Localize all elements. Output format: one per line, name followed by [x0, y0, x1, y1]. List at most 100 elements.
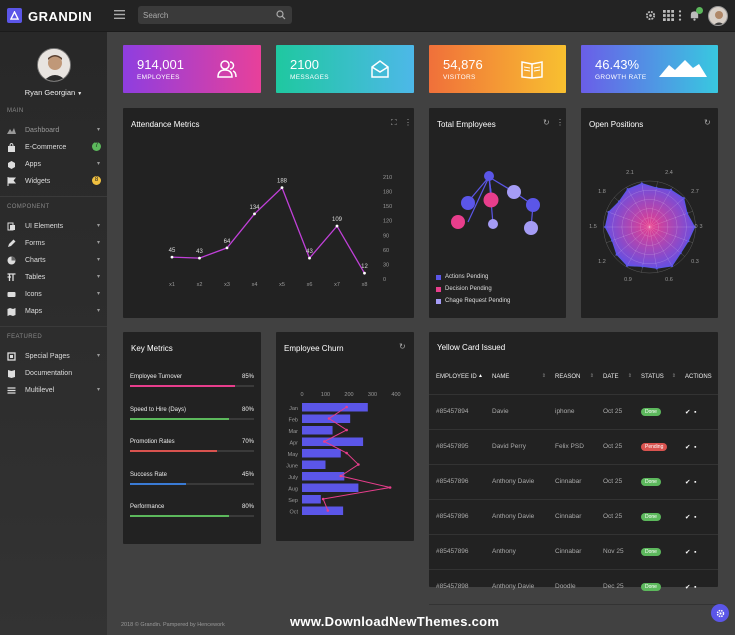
more-vertical-icon[interactable]: ⋮ [404, 118, 412, 127]
column-header-employee-id[interactable]: EMPLOYEE ID ▲ [429, 360, 485, 395]
search-input[interactable] [143, 6, 268, 24]
stat-card-visitors[interactable]: 54,876 VISITORS [429, 45, 566, 93]
settings-fab-button[interactable] [711, 604, 729, 622]
card-title: Key Metrics [131, 344, 173, 353]
trash-icon[interactable]: ▪ [694, 478, 697, 486]
user-avatar[interactable] [37, 48, 71, 82]
y-tick-label: 180 [383, 190, 392, 196]
book-icon [521, 61, 543, 79]
churn-line [322, 406, 391, 511]
radar-point [669, 188, 673, 192]
employee-churn-card: Employee Churn ↻ 0 100 200 300 400 Jan Feb Mar A… [276, 332, 414, 541]
network-node [451, 215, 465, 229]
refresh-icon[interactable]: ↻ [704, 118, 711, 127]
refresh-icon[interactable]: ↻ [399, 342, 406, 351]
radar-spoke [606, 226, 650, 243]
gear-icon[interactable] [645, 10, 656, 21]
metric-percent: 45% [241, 471, 254, 478]
sidebar-item-maps[interactable]: Maps ▾ [0, 303, 107, 319]
metric-percent: 80% [241, 504, 254, 510]
x-tick-label: 100 [321, 392, 330, 398]
y-tick-label: 210 [383, 175, 392, 181]
column-header-name[interactable]: NAME ⇕ [485, 360, 548, 395]
apps-grid-icon[interactable] [663, 10, 674, 21]
sidebar-item-tables[interactable]: Tables ▾ [0, 269, 107, 285]
churn-point [388, 486, 392, 489]
column-header-date[interactable]: DATE ⇕ [596, 360, 634, 395]
hamburger-menu-icon[interactable] [114, 10, 125, 19]
users-icon [217, 60, 237, 78]
dashboard-icon [6, 125, 16, 135]
table-row[interactable]: #85457894 Davie iphone Oct 25 Done ✔ ▪ [429, 394, 718, 430]
status-badge: Done [641, 477, 661, 486]
x-tick-label: 200 [344, 392, 353, 398]
y-tick-label: May [288, 452, 299, 458]
check-icon[interactable]: ✔ [685, 408, 691, 416]
column-header-status[interactable]: STATUS ⇕ [634, 360, 678, 395]
brand-name[interactable]: GRANDIN [28, 9, 93, 24]
trash-icon[interactable]: ▪ [694, 408, 697, 416]
card-title: Yellow Card Issued [437, 343, 506, 352]
expand-icon[interactable]: ⛶ [391, 118, 397, 127]
sidebar-item-multilevel[interactable]: Multilevel ▾ [0, 382, 107, 398]
data-label: 64 [224, 239, 231, 245]
sidebar-item-charts[interactable]: Charts ▾ [0, 252, 107, 268]
churn-bar [302, 495, 321, 504]
stat-card-employees[interactable]: 914,001 EMPLOYEES [123, 45, 261, 93]
table-row[interactable]: #85457898 Anthony Davie Doodle Dec 25 Done ✔ … [429, 569, 718, 605]
logo-icon[interactable] [7, 8, 22, 23]
more-vertical-icon[interactable]: ⋮ [556, 118, 564, 127]
card-title: Attendance Metrics [131, 120, 200, 129]
trash-icon[interactable]: ▪ [694, 443, 697, 451]
status-cell: Done [634, 534, 678, 570]
table-row[interactable]: #85457896 Anthony Cinnabar Nov 25 Done ✔ ▪ [429, 534, 718, 570]
sidebar-item-widgets[interactable]: Widgets 8 [0, 173, 107, 189]
sidebar-item-special-pages[interactable]: Special Pages ▾ [0, 348, 107, 364]
top-avatar[interactable] [708, 6, 728, 26]
sidebar-item-dashboard[interactable]: Dashboard ▾ [0, 122, 107, 138]
check-icon[interactable]: ✔ [685, 548, 691, 556]
table-icon [6, 272, 16, 282]
sort-icon[interactable]: ⇕ [589, 373, 594, 379]
yellow-card-table-card: Yellow Card Issued EMPLOYEE ID ▲ NAME ⇕ RE… [429, 332, 718, 605]
user-name-dropdown[interactable]: Ryan Georgian ▼ [0, 88, 107, 97]
refresh-icon[interactable]: ↻ [543, 118, 550, 127]
actions-cell: ✔ ▪ [678, 464, 718, 500]
sidebar-item-documentation[interactable]: Documentation [0, 365, 107, 381]
check-icon[interactable]: ✔ [685, 478, 691, 486]
sidebar-item-ui-elements[interactable]: UI Elements ▾ [0, 218, 107, 234]
trash-icon[interactable]: ▪ [694, 513, 697, 521]
user-name: Ryan Georgian [24, 88, 76, 97]
trash-icon[interactable]: ▪ [694, 548, 697, 556]
trash-icon[interactable]: ▪ [694, 583, 697, 591]
legend-change-request-pending: Chage Request Pending [436, 298, 510, 304]
search-icon[interactable] [276, 10, 286, 20]
column-header-reason[interactable]: REASON ⇕ [548, 360, 596, 395]
progress-track [130, 450, 254, 452]
data-label: 134 [249, 205, 260, 211]
table-row[interactable]: #85457896 Anthony Davie Cinnabar Oct 25 Done… [429, 499, 718, 535]
sidebar-item-ecommerce[interactable]: E-Commerce 7 [0, 139, 107, 155]
sidebar-item-icons[interactable]: Icons ▾ [0, 286, 107, 302]
radar-axis-label: 1.8 [598, 189, 606, 195]
table-row[interactable]: #85457895 David Perry Felix PSD Oct 25 Pendi… [429, 429, 718, 465]
sidebar-item-apps[interactable]: Apps ▾ [0, 156, 107, 172]
sort-asc-icon[interactable]: ▲ [478, 373, 483, 379]
more-vertical-icon[interactable] [678, 10, 682, 21]
sort-icon[interactable]: ⇕ [627, 373, 632, 379]
sort-icon[interactable]: ⇕ [671, 373, 676, 379]
table-row[interactable]: #85457896 Anthony Davie Cinnabar Oct 25 Done… [429, 464, 718, 500]
metric-percent: 70% [241, 439, 254, 445]
check-icon[interactable]: ✔ [685, 583, 691, 591]
gear-icon [716, 609, 724, 617]
sort-icon[interactable]: ⇕ [541, 373, 546, 379]
stat-card-growth-rate[interactable]: 46.43% GROWTH RATE [581, 45, 718, 93]
section-label-featured: FEATURED [7, 334, 43, 340]
sidebar-item-forms[interactable]: Forms ▾ [0, 235, 107, 251]
stat-label: MESSAGES [290, 74, 329, 81]
stat-card-messages[interactable]: 2100 MESSAGES [276, 45, 414, 93]
status-cell: Done [634, 569, 678, 605]
check-icon[interactable]: ✔ [685, 513, 691, 521]
x-tick-label: x3 [224, 282, 230, 288]
check-icon[interactable]: ✔ [685, 443, 691, 451]
